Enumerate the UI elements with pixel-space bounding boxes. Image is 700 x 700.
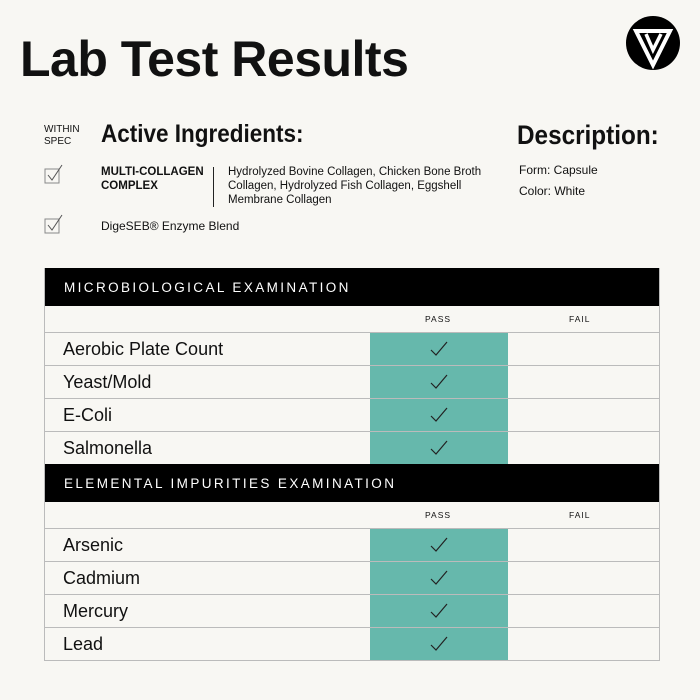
table-row: Lead (45, 628, 659, 661)
elemental-impurities-table: ELEMENTAL IMPURITIES EXAMINATION PASS FAI… (44, 464, 660, 661)
brand-logo-icon (626, 16, 680, 70)
ingredient-detail: Hydrolyzed Bovine Collagen, Chicken Bone… (228, 166, 482, 206)
check-icon (430, 374, 448, 389)
check-icon (430, 407, 448, 422)
pass-cell (370, 562, 508, 594)
test-name: Lead (63, 634, 104, 654)
checkbox-checked-icon (44, 164, 63, 184)
table-row: Mercury (45, 595, 659, 628)
test-name: Aerobic Plate Count (63, 339, 224, 359)
test-name: E-Coli (63, 405, 113, 425)
check-icon (430, 537, 448, 552)
microbiological-table: MICROBIOLOGICAL EXAMINATION PASS FAIL Aero… (44, 268, 660, 465)
test-name: Yeast/Mold (63, 372, 152, 392)
divider (213, 167, 214, 207)
pass-column-header: PASS (425, 314, 452, 324)
column-header-row: PASS FAIL (45, 306, 659, 333)
check-icon (430, 570, 448, 585)
section-header: MICROBIOLOGICAL EXAMINATION (45, 268, 659, 306)
description-heading: Description: (517, 120, 659, 150)
test-name: Salmonella (63, 438, 153, 458)
pass-cell (370, 399, 508, 431)
pass-column-header: PASS (425, 510, 452, 520)
check-icon (430, 603, 448, 618)
description-color: Color: White (519, 184, 586, 198)
active-ingredients-heading: Active Ingredients: (101, 120, 304, 148)
check-icon (430, 341, 448, 356)
check-icon (430, 440, 448, 455)
test-name: Mercury (63, 601, 129, 621)
fail-column-header: FAIL (569, 314, 591, 324)
fail-column-header: FAIL (569, 510, 591, 520)
pass-cell (370, 628, 508, 660)
section-header: ELEMENTAL IMPURITIES EXAMINATION (45, 464, 659, 502)
table-row: Arsenic (45, 529, 659, 562)
test-name: Cadmium (63, 568, 141, 588)
pass-cell (370, 529, 508, 561)
checkbox-checked-icon (44, 214, 63, 234)
table-row: Aerobic Plate Count (45, 333, 659, 366)
ingredient-name: DigeSEB® Enzyme Blend (101, 219, 240, 233)
table-row: Yeast/Mold (45, 366, 659, 399)
check-icon (430, 636, 448, 651)
test-name: Arsenic (63, 535, 124, 555)
pass-cell (370, 432, 508, 464)
ingredient-name: MULTI-COLLAGEN COMPLEX (101, 166, 204, 192)
pass-cell (370, 333, 508, 365)
column-header-row: PASS FAIL (45, 502, 659, 529)
page-title: Lab Test Results (20, 31, 409, 87)
pass-cell (370, 595, 508, 627)
table-row: Salmonella (45, 432, 659, 465)
table-row: E-Coli (45, 399, 659, 432)
table-row: Cadmium (45, 562, 659, 595)
description-form: Form: Capsule (519, 163, 598, 177)
pass-cell (370, 366, 508, 398)
within-spec-label: WITHIN SPEC (44, 124, 80, 147)
